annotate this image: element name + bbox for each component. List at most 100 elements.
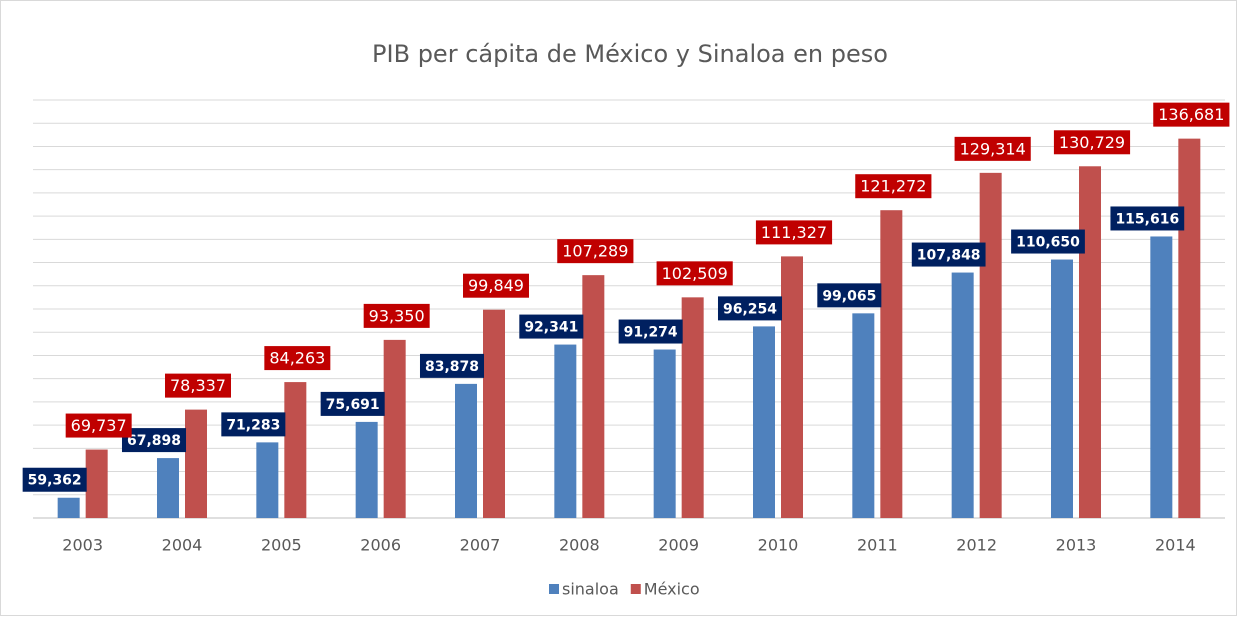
legend-label: México bbox=[644, 580, 700, 599]
data-label: 121,272 bbox=[855, 174, 932, 199]
bar bbox=[852, 313, 875, 518]
bar bbox=[455, 383, 477, 518]
data-label-box bbox=[755, 220, 833, 245]
data-label: 99,849 bbox=[463, 273, 529, 298]
x-tick-label: 2009 bbox=[658, 536, 699, 555]
data-label: 78,337 bbox=[165, 373, 231, 398]
bar bbox=[554, 344, 577, 518]
x-tick-label: 2013 bbox=[1056, 536, 1097, 555]
data-label-box bbox=[717, 296, 783, 321]
data-label: 107,289 bbox=[557, 239, 634, 264]
data-label-text: 96,254 bbox=[723, 301, 777, 317]
data-label-box bbox=[165, 373, 231, 398]
data-label-box bbox=[954, 136, 1031, 161]
data-label-text: 107,289 bbox=[562, 242, 628, 261]
x-tick-label: 2003 bbox=[62, 536, 103, 555]
data-label: 69,737 bbox=[65, 413, 132, 438]
data-label-text: 59,362 bbox=[28, 473, 82, 489]
data-label: 83,878 bbox=[419, 353, 485, 378]
data-label-box bbox=[855, 174, 932, 199]
data-label-box bbox=[264, 346, 331, 371]
bar bbox=[1178, 138, 1201, 518]
data-label-box bbox=[1153, 102, 1230, 127]
data-label-box bbox=[656, 261, 733, 286]
bar bbox=[284, 382, 307, 518]
data-label-text: 67,898 bbox=[127, 433, 181, 449]
data-label: 59,362 bbox=[22, 467, 87, 492]
data-label-text: 115,616 bbox=[1115, 211, 1179, 227]
data-label-box bbox=[618, 319, 683, 344]
bar bbox=[880, 210, 903, 519]
data-label-text: 107,848 bbox=[917, 248, 981, 264]
data-label-box bbox=[121, 428, 187, 453]
bar bbox=[979, 172, 1002, 518]
data-label-text: 130,729 bbox=[1059, 133, 1125, 152]
data-label: 84,263 bbox=[264, 346, 331, 371]
data-label-text: 75,691 bbox=[326, 397, 380, 413]
x-tick-label: 2006 bbox=[360, 536, 401, 555]
data-label-text: 93,350 bbox=[369, 306, 425, 325]
data-label: 75,691 bbox=[320, 391, 385, 416]
bar bbox=[383, 339, 406, 518]
data-label: 92,341 bbox=[519, 314, 584, 339]
data-label-box bbox=[320, 391, 385, 416]
data-label: 110,650 bbox=[1011, 229, 1085, 254]
data-label-box bbox=[463, 273, 529, 298]
x-tick-label: 2014 bbox=[1155, 536, 1196, 555]
x-tick-label: 2010 bbox=[758, 536, 799, 555]
bar bbox=[157, 458, 179, 518]
data-label-text: 91,274 bbox=[624, 325, 678, 341]
data-label-box bbox=[363, 303, 430, 328]
bar bbox=[1079, 166, 1101, 518]
legend-label: sinaloa bbox=[562, 580, 619, 599]
bar bbox=[256, 442, 279, 518]
data-label-text: 121,272 bbox=[860, 177, 926, 196]
x-tick-label: 2008 bbox=[559, 536, 600, 555]
x-tick-label: 2011 bbox=[857, 536, 898, 555]
data-label: 99,065 bbox=[817, 283, 882, 308]
bar bbox=[185, 409, 207, 518]
data-label-text: 92,341 bbox=[524, 320, 578, 336]
data-label-text: 84,263 bbox=[269, 349, 325, 368]
data-label-box bbox=[1011, 229, 1085, 254]
data-label-box bbox=[519, 314, 584, 339]
data-label: 107,848 bbox=[911, 242, 986, 267]
data-label-text: 78,337 bbox=[170, 376, 226, 395]
x-tick-label: 2007 bbox=[460, 536, 501, 555]
data-label-box bbox=[557, 239, 634, 264]
bar bbox=[951, 272, 974, 518]
data-label-text: 129,314 bbox=[960, 139, 1026, 158]
data-label: 67,898 bbox=[121, 428, 187, 453]
data-label-text: 136,681 bbox=[1158, 105, 1224, 124]
bar bbox=[355, 421, 378, 518]
data-label-text: 99,849 bbox=[468, 276, 524, 295]
x-tick-label: 2005 bbox=[261, 536, 302, 555]
legend-swatch bbox=[630, 584, 641, 594]
bar bbox=[753, 326, 775, 518]
data-label-box bbox=[419, 353, 485, 378]
data-label: 91,274 bbox=[618, 319, 683, 344]
data-label: 111,327 bbox=[755, 220, 833, 245]
bar bbox=[483, 309, 505, 518]
data-label: 96,254 bbox=[717, 296, 783, 321]
bar bbox=[57, 497, 80, 518]
data-label-box bbox=[1053, 130, 1131, 155]
chart-title: PIB per cápita de México y Sinaloa en pe… bbox=[372, 40, 888, 68]
bar bbox=[781, 256, 803, 518]
data-label: 93,350 bbox=[363, 303, 430, 328]
data-label-box bbox=[1110, 206, 1185, 231]
data-label: 71,283 bbox=[221, 412, 286, 437]
bar bbox=[653, 349, 676, 518]
bar bbox=[85, 449, 108, 518]
data-label: 102,509 bbox=[656, 261, 733, 286]
data-label-text: 99,065 bbox=[822, 288, 876, 304]
data-label-text: 71,283 bbox=[226, 417, 280, 433]
data-label-box bbox=[221, 412, 286, 437]
data-label: 136,681 bbox=[1153, 102, 1230, 127]
legend-swatch bbox=[549, 584, 559, 594]
data-label-box bbox=[817, 283, 882, 308]
data-label: 130,729 bbox=[1053, 130, 1131, 155]
x-tick-label: 2012 bbox=[956, 536, 997, 555]
data-label-text: 111,327 bbox=[761, 223, 827, 242]
